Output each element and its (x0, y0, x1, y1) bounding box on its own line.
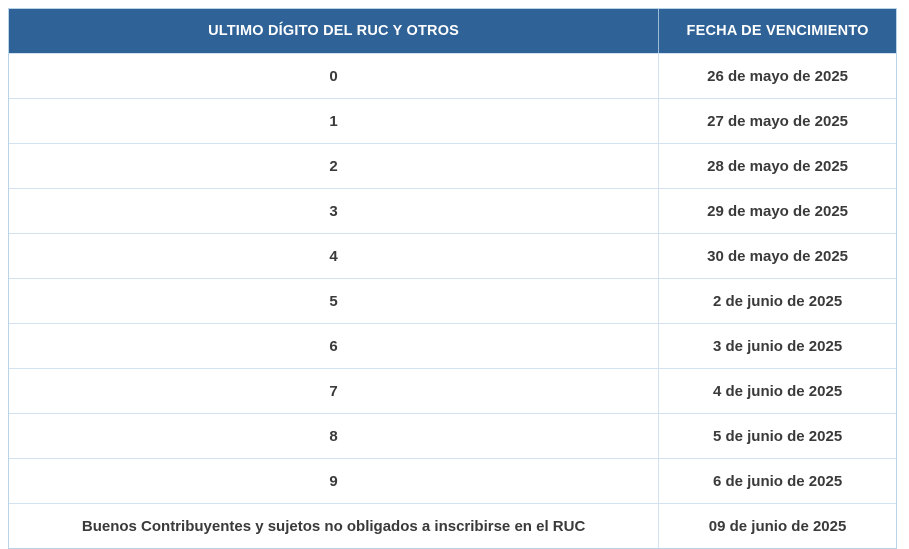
due-date-cell: 6 de junio de 2025 (712, 472, 843, 490)
table-row: 6 3 de junio de 2025 (9, 323, 896, 368)
due-date-cell: 28 de mayo de 2025 (707, 157, 849, 175)
table-row: 5 2 de junio de 2025 (9, 278, 896, 323)
ruc-digit-cell: 4 (9, 234, 660, 278)
column-header-ruc-digit: ULTIMO DÍGITO DEL RUC Y OTROS (9, 9, 660, 53)
table-header-row: ULTIMO DÍGITO DEL RUC Y OTROS FECHA DE V… (9, 9, 896, 53)
due-date-cell: 09 de junio de 2025 (708, 517, 847, 535)
table-row: 1 27 de mayo de 2025 (9, 98, 896, 143)
due-date-cell: 26 de mayo de 2025 (707, 67, 849, 85)
ruc-digit-cell: 5 (9, 279, 660, 323)
ruc-digit-cell: 3 (9, 189, 660, 233)
table-body: 0 26 de mayo de 2025 1 27 de mayo de 202… (9, 53, 896, 548)
ruc-digit-cell: 7 (9, 369, 660, 413)
due-date-cell: 3 de junio de 2025 (712, 337, 843, 355)
table-row: 2 28 de mayo de 2025 (9, 143, 896, 188)
table-row: 9 6 de junio de 2025 (9, 458, 896, 503)
due-date-cell: 5 de junio de 2025 (712, 427, 843, 445)
ruc-digit-cell: 9 (9, 459, 660, 503)
ruc-digit-cell: Buenos Contribuyentes y sujetos no oblig… (9, 504, 660, 548)
column-header-due-date: FECHA DE VENCIMIENTO (686, 23, 869, 39)
ruc-digit-cell: 0 (9, 54, 660, 98)
table-row: 0 26 de mayo de 2025 (9, 53, 896, 98)
ruc-digit-cell: 1 (9, 99, 660, 143)
table-row: 7 4 de junio de 2025 (9, 368, 896, 413)
due-date-cell: 2 de junio de 2025 (712, 292, 843, 310)
ruc-digit-cell: 2 (9, 144, 660, 188)
due-date-table: ULTIMO DÍGITO DEL RUC Y OTROS FECHA DE V… (8, 8, 897, 549)
ruc-digit-cell: 6 (9, 324, 660, 368)
ruc-digit-cell: 8 (9, 414, 660, 458)
due-date-cell: 4 de junio de 2025 (712, 382, 843, 400)
table-row: 8 5 de junio de 2025 (9, 413, 896, 458)
table-row: Buenos Contribuyentes y sujetos no oblig… (9, 503, 896, 548)
table-row: 4 30 de mayo de 2025 (9, 233, 896, 278)
due-date-cell: 30 de mayo de 2025 (707, 247, 849, 265)
due-date-cell: 29 de mayo de 2025 (707, 202, 849, 220)
due-date-cell: 27 de mayo de 2025 (707, 112, 849, 130)
table-row: 3 29 de mayo de 2025 (9, 188, 896, 233)
